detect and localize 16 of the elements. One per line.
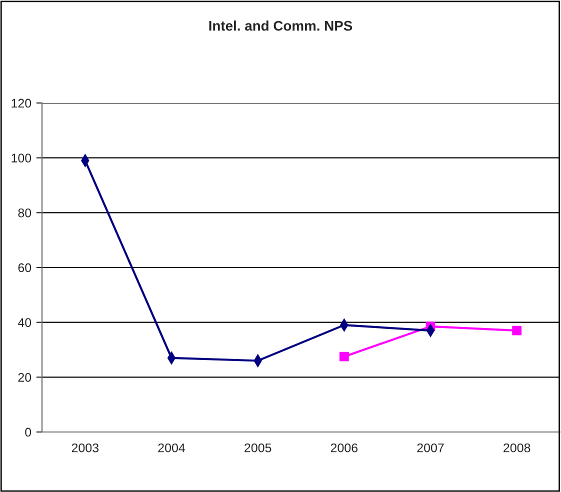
point <box>339 352 349 362</box>
y-tick-label: 0 <box>25 428 32 437</box>
y-tick-label: 100 <box>12 154 32 162</box>
y-tick-label: 40 <box>18 318 32 327</box>
x-tick-label: 2008 <box>504 443 530 452</box>
y-tick-label: 20 <box>18 372 32 382</box>
x-tick-label: 2004 <box>158 443 186 452</box>
y-tick-label: 120 <box>12 98 32 108</box>
x-tick-label: 2006 <box>330 443 358 452</box>
x-tick-label: 2003 <box>72 443 99 452</box>
y-tick-label: 60 <box>18 263 32 272</box>
chart-title: Intel. and Comm. NPS <box>209 20 352 31</box>
x-tick-label: 2007 <box>417 443 444 452</box>
point <box>512 326 522 336</box>
y-tick-label: 80 <box>18 208 32 218</box>
x-tick-label: 2005 <box>244 443 272 452</box>
